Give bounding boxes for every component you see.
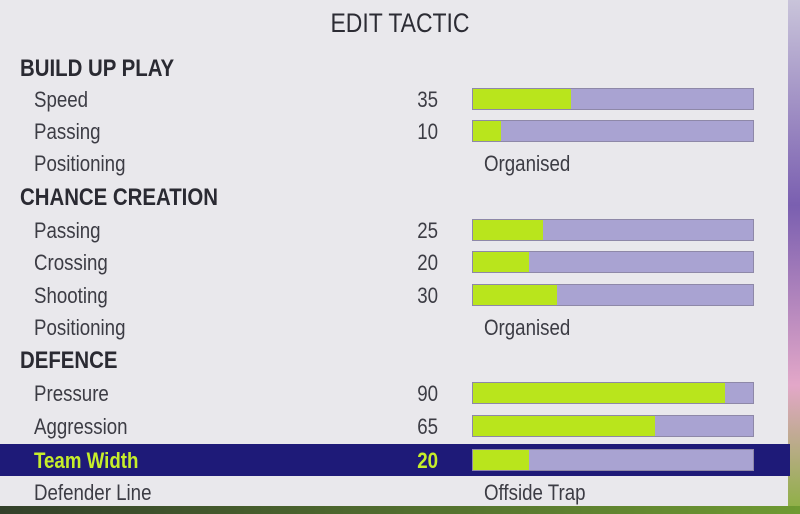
tactic-value: 30 <box>417 283 438 308</box>
tactic-slider[interactable] <box>472 449 754 471</box>
tactic-slider[interactable] <box>472 219 754 241</box>
tactic-row[interactable]: Pressure 90 <box>0 377 790 409</box>
tactic-value: 90 <box>417 381 438 406</box>
tactic-row[interactable]: Shooting 30 <box>0 279 790 311</box>
tactic-row[interactable]: Aggression 65 <box>0 410 790 442</box>
section-header: BUILD UP PLAY <box>0 53 790 85</box>
tactic-label: Positioning <box>34 151 126 176</box>
tactic-value: 20 <box>417 448 438 473</box>
tactic-row[interactable]: Defender Line Offside Trap <box>0 476 790 508</box>
tactic-slider[interactable] <box>472 382 754 404</box>
tactic-value: 25 <box>417 218 438 243</box>
background-bottom <box>0 506 800 514</box>
tactic-label: Defender Line <box>34 480 152 505</box>
tactic-label: Aggression <box>34 414 128 439</box>
tactic-option[interactable]: Organised <box>484 151 571 176</box>
slider-fill <box>473 89 571 109</box>
tactic-value: 10 <box>417 119 438 144</box>
tactic-slider[interactable] <box>472 88 754 110</box>
tactic-label: Shooting <box>34 283 108 308</box>
slider-fill <box>473 285 557 305</box>
tactic-label: Speed <box>34 87 89 112</box>
tactic-row[interactable]: Positioning Organised <box>0 311 790 343</box>
section-header: DEFENCE <box>0 345 790 377</box>
tactic-row[interactable]: Passing 25 <box>0 214 790 246</box>
slider-fill <box>473 121 501 141</box>
tactic-value: 35 <box>417 87 438 112</box>
tactic-row[interactable]: Passing 10 <box>0 115 790 147</box>
tactic-row[interactable]: Positioning Organised <box>0 147 790 179</box>
section-title: CHANCE CREATION <box>20 184 218 211</box>
page-title: EDIT TACTIC <box>330 8 470 38</box>
slider-fill <box>473 416 655 436</box>
tactic-slider[interactable] <box>472 284 754 306</box>
slider-fill <box>473 450 529 470</box>
tactic-slider[interactable] <box>472 251 754 273</box>
tactic-value: 20 <box>417 250 438 275</box>
tactic-label: Pressure <box>34 381 109 406</box>
section-header: CHANCE CREATION <box>0 182 790 214</box>
tactic-label: Crossing <box>34 250 108 275</box>
tactic-slider[interactable] <box>472 120 754 142</box>
section-title: BUILD UP PLAY <box>20 55 175 82</box>
section-title: DEFENCE <box>20 347 118 374</box>
tactic-slider[interactable] <box>472 415 754 437</box>
tactic-label: Team Width <box>34 448 139 473</box>
tactic-label: Passing <box>34 218 101 243</box>
tactic-row[interactable]: Speed 35 <box>0 83 790 115</box>
slider-fill <box>473 220 543 240</box>
slider-fill <box>473 252 529 272</box>
tactic-label: Passing <box>34 119 101 144</box>
tactic-row[interactable]: Crossing 20 <box>0 246 790 278</box>
tactic-label: Positioning <box>34 315 126 340</box>
tactic-value: 65 <box>417 414 438 439</box>
tactic-option[interactable]: Organised <box>484 315 571 340</box>
slider-fill <box>473 383 725 403</box>
background-edge <box>788 0 800 514</box>
tactic-row[interactable]: Team Width 20 <box>0 444 790 476</box>
tactic-option[interactable]: Offside Trap <box>484 480 586 505</box>
